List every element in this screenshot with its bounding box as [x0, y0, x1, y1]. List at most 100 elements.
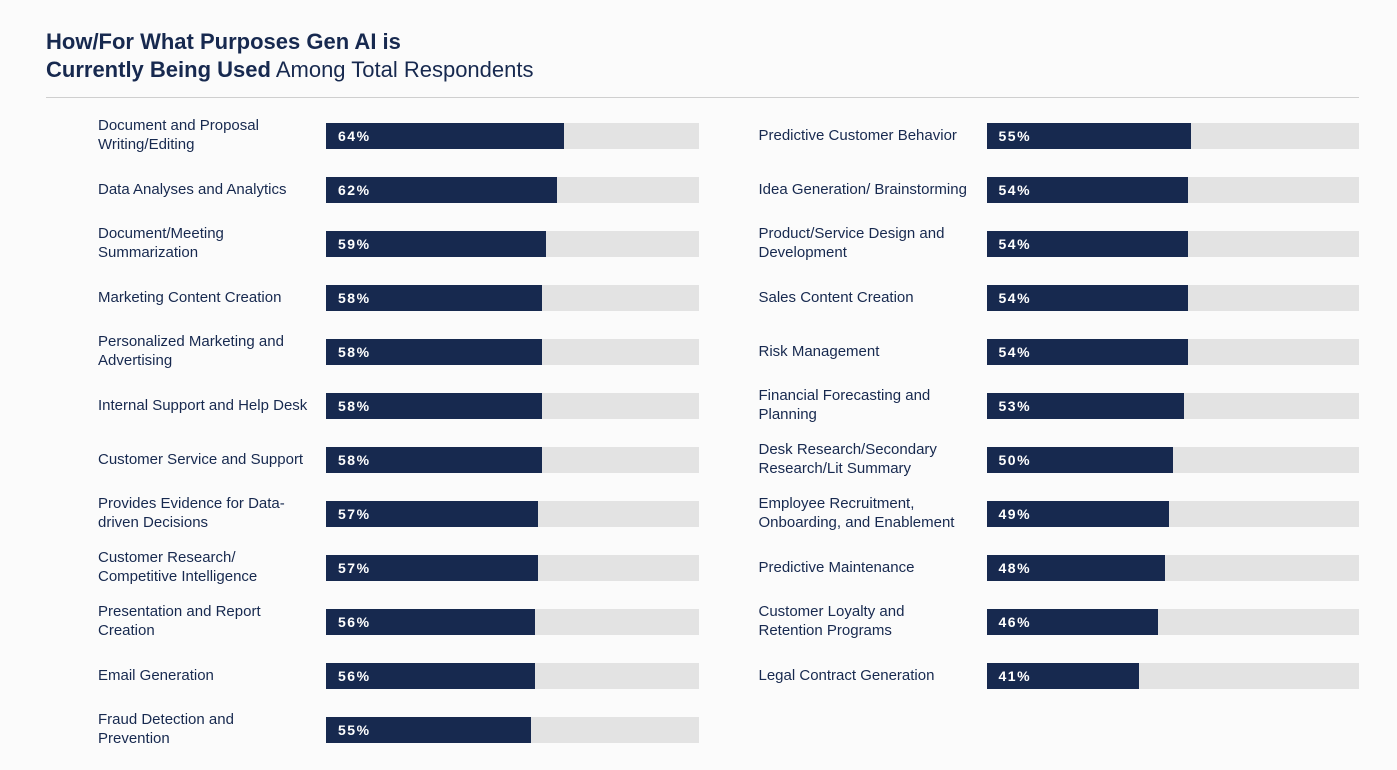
bar-track: 58% [326, 393, 699, 419]
bar-track: 55% [987, 123, 1360, 149]
bar-value: 58% [338, 452, 371, 468]
bar-track: 59% [326, 231, 699, 257]
bar-track: 54% [987, 177, 1360, 203]
bar-label: Desk Research/Secondary Research/Lit Sum… [759, 441, 969, 479]
bar-track: 58% [326, 339, 699, 365]
bar-value: 58% [338, 398, 371, 414]
chart-row: Document/Meeting Summarization 59% [98, 224, 699, 264]
bar-value: 62% [338, 182, 371, 198]
chart-row: Data Analyses and Analytics 62% [98, 170, 699, 210]
bar-value: 55% [999, 128, 1032, 144]
bar-label: Provides Evidence for Data-driven Decisi… [98, 495, 308, 533]
bar-track: 46% [987, 609, 1360, 635]
bar-label: Data Analyses and Analytics [98, 181, 308, 200]
bar-value: 46% [999, 614, 1032, 630]
bar-label: Email Generation [98, 667, 308, 686]
bar-track: 56% [326, 609, 699, 635]
chart-page: How/For What Purposes Gen AI is Currentl… [0, 0, 1397, 770]
divider [46, 97, 1359, 98]
bar-track: 53% [987, 393, 1360, 419]
bar-value: 54% [999, 236, 1032, 252]
bar-value: 48% [999, 560, 1032, 576]
bar-value: 56% [338, 668, 371, 684]
bar-value: 50% [999, 452, 1032, 468]
bar-label: Internal Support and Help Desk [98, 397, 308, 416]
chart-row: Customer Loyalty and Retention Programs 4… [759, 602, 1360, 642]
chart-row: Marketing Content Creation 58% [98, 278, 699, 318]
bar-label: Customer Loyalty and Retention Programs [759, 603, 969, 641]
bar-label: Sales Content Creation [759, 289, 969, 308]
bar-track: 54% [987, 285, 1360, 311]
chart-row: Idea Generation/ Brainstorming 54% [759, 170, 1360, 210]
bar-value: 57% [338, 506, 371, 522]
bar-value: 41% [999, 668, 1032, 684]
bar-value: 59% [338, 236, 371, 252]
bar-track: 54% [987, 339, 1360, 365]
bar-track: 62% [326, 177, 699, 203]
bar-track: 49% [987, 501, 1360, 527]
bar-label: Document/Meeting Summarization [98, 225, 308, 263]
bar-label: Risk Management [759, 343, 969, 362]
bar-label: Fraud Detection and Prevention [98, 711, 308, 749]
title-line1: How/For What Purposes Gen AI is [46, 29, 401, 54]
chart-row: Sales Content Creation 54% [759, 278, 1360, 318]
bar-track: 58% [326, 285, 699, 311]
bar-label: Employee Recruitment, Onboarding, and En… [759, 495, 969, 533]
bar-label: Idea Generation/ Brainstorming [759, 181, 969, 200]
bar-value: 54% [999, 290, 1032, 306]
chart-column-right: Predictive Customer Behavior 55% Idea Gene… [759, 116, 1360, 750]
chart-column-left: Document and Proposal Writing/Editing 64%… [98, 116, 699, 750]
chart-row: Risk Management 54% [759, 332, 1360, 372]
bar-value: 55% [338, 722, 371, 738]
bar-value: 54% [999, 344, 1032, 360]
bar-value: 56% [338, 614, 371, 630]
chart-row: Product/Service Design and Development 54… [759, 224, 1360, 264]
bar-track: 56% [326, 663, 699, 689]
title-line2-bold: Currently Being Used [46, 57, 271, 82]
bar-label: Presentation and Report Creation [98, 603, 308, 641]
bar-label: Predictive Customer Behavior [759, 127, 969, 146]
bar-track: 57% [326, 501, 699, 527]
bar-label: Predictive Maintenance [759, 559, 969, 578]
bar-track: 64% [326, 123, 699, 149]
bar-value: 64% [338, 128, 371, 144]
bar-track: 50% [987, 447, 1360, 473]
bar-track: 55% [326, 717, 699, 743]
chart-row: Legal Contract Generation 41% [759, 656, 1360, 696]
chart-row: Desk Research/Secondary Research/Lit Sum… [759, 440, 1360, 480]
chart-row: Presentation and Report Creation 56% [98, 602, 699, 642]
chart-title: How/For What Purposes Gen AI is Currentl… [46, 28, 1359, 83]
bar-label: Financial Forecasting and Planning [759, 387, 969, 425]
bar-track: 41% [987, 663, 1360, 689]
bar-label: Legal Contract Generation [759, 667, 969, 686]
bar-value: 53% [999, 398, 1032, 414]
bar-label: Document and Proposal Writing/Editing [98, 117, 308, 155]
bar-track: 58% [326, 447, 699, 473]
chart-row: Employee Recruitment, Onboarding, and En… [759, 494, 1360, 534]
bar-value: 58% [338, 290, 371, 306]
bar-track: 48% [987, 555, 1360, 581]
bar-label: Product/Service Design and Development [759, 225, 969, 263]
chart-row: Fraud Detection and Prevention 55% [98, 710, 699, 750]
chart-row: Customer Service and Support 58% [98, 440, 699, 480]
chart-row: Predictive Customer Behavior 55% [759, 116, 1360, 156]
chart-row: Document and Proposal Writing/Editing 64% [98, 116, 699, 156]
chart-row: Provides Evidence for Data-driven Decisi… [98, 494, 699, 534]
bar-label: Marketing Content Creation [98, 289, 308, 308]
bar-value: 57% [338, 560, 371, 576]
bar-label: Customer Service and Support [98, 451, 308, 470]
bar-value: 54% [999, 182, 1032, 198]
bar-label: Customer Research/ Competitive Intellige… [98, 549, 308, 587]
bar-value: 49% [999, 506, 1032, 522]
chart-row: Financial Forecasting and Planning 53% [759, 386, 1360, 426]
chart-row: Internal Support and Help Desk 58% [98, 386, 699, 426]
chart-row: Email Generation 56% [98, 656, 699, 696]
title-line2-regular: Among Total Respondents [271, 57, 534, 82]
chart-row: Customer Research/ Competitive Intellige… [98, 548, 699, 588]
bar-value: 58% [338, 344, 371, 360]
chart-row: Personalized Marketing and Advertising 58… [98, 332, 699, 372]
chart-row: Predictive Maintenance 48% [759, 548, 1360, 588]
bar-label: Personalized Marketing and Advertising [98, 333, 308, 371]
chart-columns: Document and Proposal Writing/Editing 64%… [46, 116, 1359, 750]
bar-track: 57% [326, 555, 699, 581]
